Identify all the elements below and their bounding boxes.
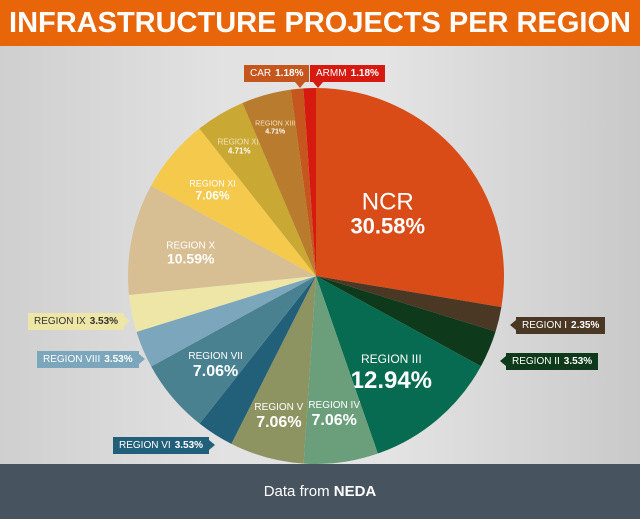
slice-value-label: 4.71%: [228, 147, 251, 156]
callout-value: 2.35%: [571, 320, 600, 331]
pie-slice-armm: [303, 88, 316, 276]
callout-label: REGION I: [522, 320, 568, 331]
slice-label: REGION III: [361, 352, 422, 366]
slice-label: REGION X: [166, 241, 215, 252]
callout-car: CAR 1.18%: [244, 65, 310, 88]
slice-label: REGION XI: [189, 179, 236, 189]
pie-slice-region-v: [231, 276, 316, 464]
callout-pointer: [500, 356, 506, 366]
callout-label: CAR: [250, 68, 272, 79]
slice-value-label: 7.06%: [193, 363, 238, 380]
callout-label: REGION VI: [119, 440, 171, 451]
callout-region-viii: REGION VIII 3.53%: [37, 351, 145, 368]
callout-pointer: [209, 440, 216, 450]
callout-pointer: [313, 82, 323, 88]
callout-label: REGION IX: [34, 316, 86, 327]
callout-value: 3.53%: [563, 356, 593, 367]
callout-region-i: REGION I 2.35%: [510, 317, 606, 334]
pie-slice-region-vii: [151, 276, 316, 424]
source-prefix: Data from: [263, 483, 330, 500]
callout-pointer: [138, 354, 145, 364]
callout-label: ARMM: [316, 68, 347, 79]
slice-label: REGION IV: [308, 400, 360, 411]
callout-region-ii: REGION II 3.53%: [500, 353, 599, 370]
slice-label: REGION XIII: [255, 120, 295, 127]
callout-region-vi: REGION VI 3.53%: [113, 437, 216, 454]
slice-label: REGION XII: [217, 138, 261, 147]
pie-slice-region-xii: [199, 102, 316, 276]
slice-value-label: 7.06%: [196, 189, 230, 203]
slice-value-label: 12.94%: [351, 367, 432, 394]
pie-slice-region-viii: [136, 276, 316, 367]
pie-slice-region-ii: [316, 276, 496, 367]
callout-value: 3.53%: [89, 316, 119, 327]
slice-label: REGION V: [254, 402, 303, 413]
pie-slice-region-iii: [316, 276, 481, 454]
callout-armm: ARMM 1.18%: [310, 65, 385, 88]
pie-slice-ncr: [316, 88, 505, 308]
callout-value: 1.18%: [275, 68, 304, 79]
source-name: NEDA: [333, 483, 377, 500]
pie-slice-region-xiii: [242, 89, 316, 277]
source-footer: Data from NEDA: [0, 464, 640, 519]
callout-label: REGION VIII: [43, 354, 101, 365]
callout-value: 3.53%: [104, 354, 133, 365]
callout-value: 3.53%: [174, 440, 204, 451]
slice-value-label: 7.06%: [256, 414, 301, 431]
callout-label: REGION II: [512, 356, 560, 367]
pie-slice-region-vi: [199, 276, 316, 444]
pie-slice-region-xi: [151, 128, 316, 276]
pie-slice-car: [290, 88, 316, 276]
callout-region-ix: REGION IX 3.53%: [28, 313, 131, 330]
chart-title: INFRASTRUCTURE PROJECTS PER REGION: [0, 0, 640, 46]
slice-value-label: 10.59%: [167, 251, 215, 267]
slice-label: NCR: [362, 188, 414, 215]
callout-value: 1.18%: [350, 68, 379, 79]
callout-pointer: [510, 320, 516, 330]
pie-slice-region-iv: [303, 276, 378, 464]
pie-slice-region-i: [316, 276, 502, 332]
slice-value-label: 7.06%: [311, 412, 356, 429]
callout-pointer: [295, 82, 306, 88]
callout-pointer: [124, 316, 131, 326]
pie-slice-region-x: [128, 185, 316, 295]
slice-label: REGION VII: [188, 351, 242, 362]
pie-slice-region-ix: [128, 276, 316, 332]
slice-value-label: 4.71%: [265, 128, 286, 135]
slice-value-label: 30.58%: [350, 213, 425, 238]
